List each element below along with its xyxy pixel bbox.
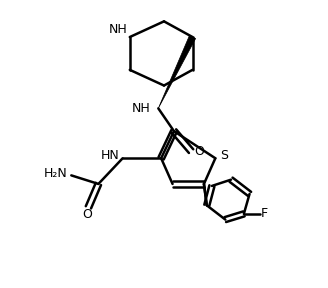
Text: NH: NH bbox=[109, 23, 128, 36]
Text: H₂N: H₂N bbox=[44, 166, 68, 180]
Text: NH: NH bbox=[132, 102, 151, 115]
Text: O: O bbox=[82, 208, 92, 221]
Text: HN: HN bbox=[100, 149, 119, 162]
Text: F: F bbox=[261, 207, 268, 220]
Polygon shape bbox=[158, 35, 195, 108]
Text: O: O bbox=[194, 145, 204, 158]
Text: S: S bbox=[220, 149, 228, 162]
